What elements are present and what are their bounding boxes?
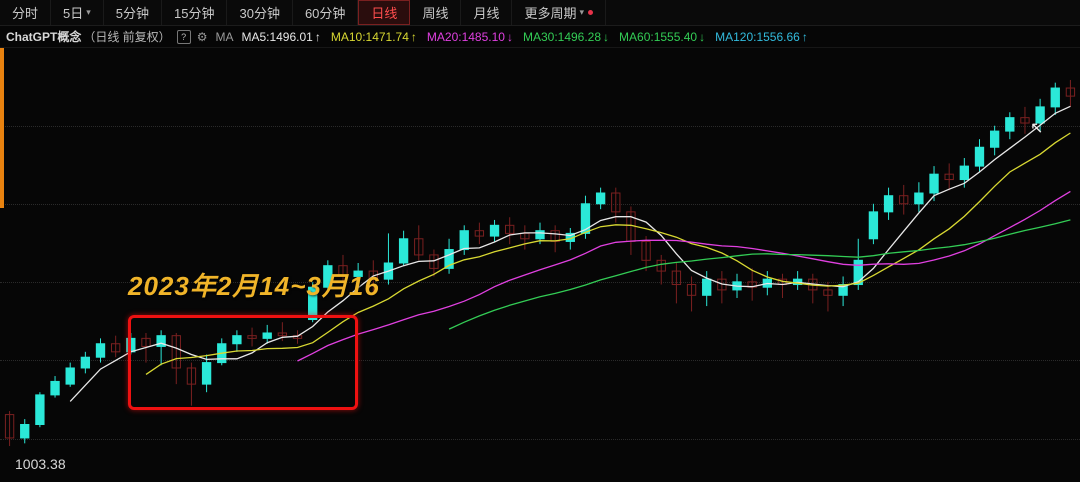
- ma20-text: MA20:1485.10: [427, 30, 505, 44]
- ma-item-ma10[interactable]: MA10:1471.74 ↑: [331, 30, 417, 44]
- ma30-text: MA30:1496.28: [523, 30, 601, 44]
- ma-info-bar: ChatGPT概念 （日线 前复权） ? ⚙ MA MA5:1496.01 ↑ …: [0, 26, 1080, 48]
- ma10-trend-icon: ↑: [411, 30, 417, 44]
- ma20-trend-icon: ↓: [507, 30, 513, 44]
- help-icon[interactable]: ?: [177, 30, 191, 44]
- stock-chart-app: 分时 5日 ▾ 5分钟 15分钟 30分钟 60分钟 日线 周线 月线 更多周期…: [0, 0, 1080, 482]
- price-cursor-arrow-icon: ↖: [1030, 118, 1043, 138]
- ma5-trend-icon: ↑: [315, 30, 321, 44]
- tab-timeshare[interactable]: 分时: [0, 0, 51, 25]
- chart-scrollbar-handle[interactable]: [0, 48, 4, 208]
- tab-15min[interactable]: 15分钟: [162, 0, 227, 25]
- ma60-text: MA60:1555.40: [619, 30, 697, 44]
- ma120-trend-icon: ↑: [802, 30, 808, 44]
- candlestick-svg: [0, 48, 1080, 482]
- notification-dot-icon: [588, 10, 593, 15]
- stock-name-label: ChatGPT概念: [6, 28, 81, 45]
- period-tab-bar: 分时 5日 ▾ 5分钟 15分钟 30分钟 60分钟 日线 周线 月线 更多周期…: [0, 0, 1080, 26]
- ma-section-label: MA: [215, 30, 233, 44]
- tab-30min[interactable]: 30分钟: [227, 0, 292, 25]
- date-range-annotation: 2023年2月14~3月16: [128, 266, 380, 303]
- ma-item-ma20[interactable]: MA20:1485.10 ↓: [427, 30, 513, 44]
- ma5-text: MA5:1496.01: [241, 30, 312, 44]
- tab-monthly[interactable]: 月线: [461, 0, 512, 25]
- stock-sub-label: （日线 前复权）: [83, 28, 170, 45]
- ma-item-ma60[interactable]: MA60:1555.40 ↓: [619, 30, 705, 44]
- ma-item-ma120[interactable]: MA120:1556.66 ↑: [715, 30, 808, 44]
- tab-daily[interactable]: 日线: [358, 0, 410, 25]
- tab-60min[interactable]: 60分钟: [293, 0, 358, 25]
- ma10-text: MA10:1471.74: [331, 30, 409, 44]
- ma60-trend-icon: ↓: [699, 30, 705, 44]
- ma30-trend-icon: ↓: [603, 30, 609, 44]
- ma120-text: MA120:1556.66: [715, 30, 800, 44]
- tab-5min[interactable]: 5分钟: [104, 0, 162, 25]
- consolidation-highlight-box[interactable]: [128, 315, 358, 410]
- chevron-down-icon: ▾: [86, 7, 91, 18]
- ma-item-ma30[interactable]: MA30:1496.28 ↓: [523, 30, 609, 44]
- tab-weekly[interactable]: 周线: [410, 0, 461, 25]
- chevron-down-icon: ▾: [579, 7, 584, 18]
- gear-icon[interactable]: ⚙: [197, 30, 208, 44]
- tab-5day[interactable]: 5日 ▾: [51, 0, 104, 25]
- last-price-label: 1003.38: [15, 456, 66, 472]
- ma-item-ma5[interactable]: MA5:1496.01 ↑: [241, 30, 320, 44]
- candlestick-chart-canvas[interactable]: 2023年2月14~3月16 1003.38 ↖: [0, 48, 1080, 482]
- tab-more-periods[interactable]: 更多周期 ▾: [512, 0, 606, 25]
